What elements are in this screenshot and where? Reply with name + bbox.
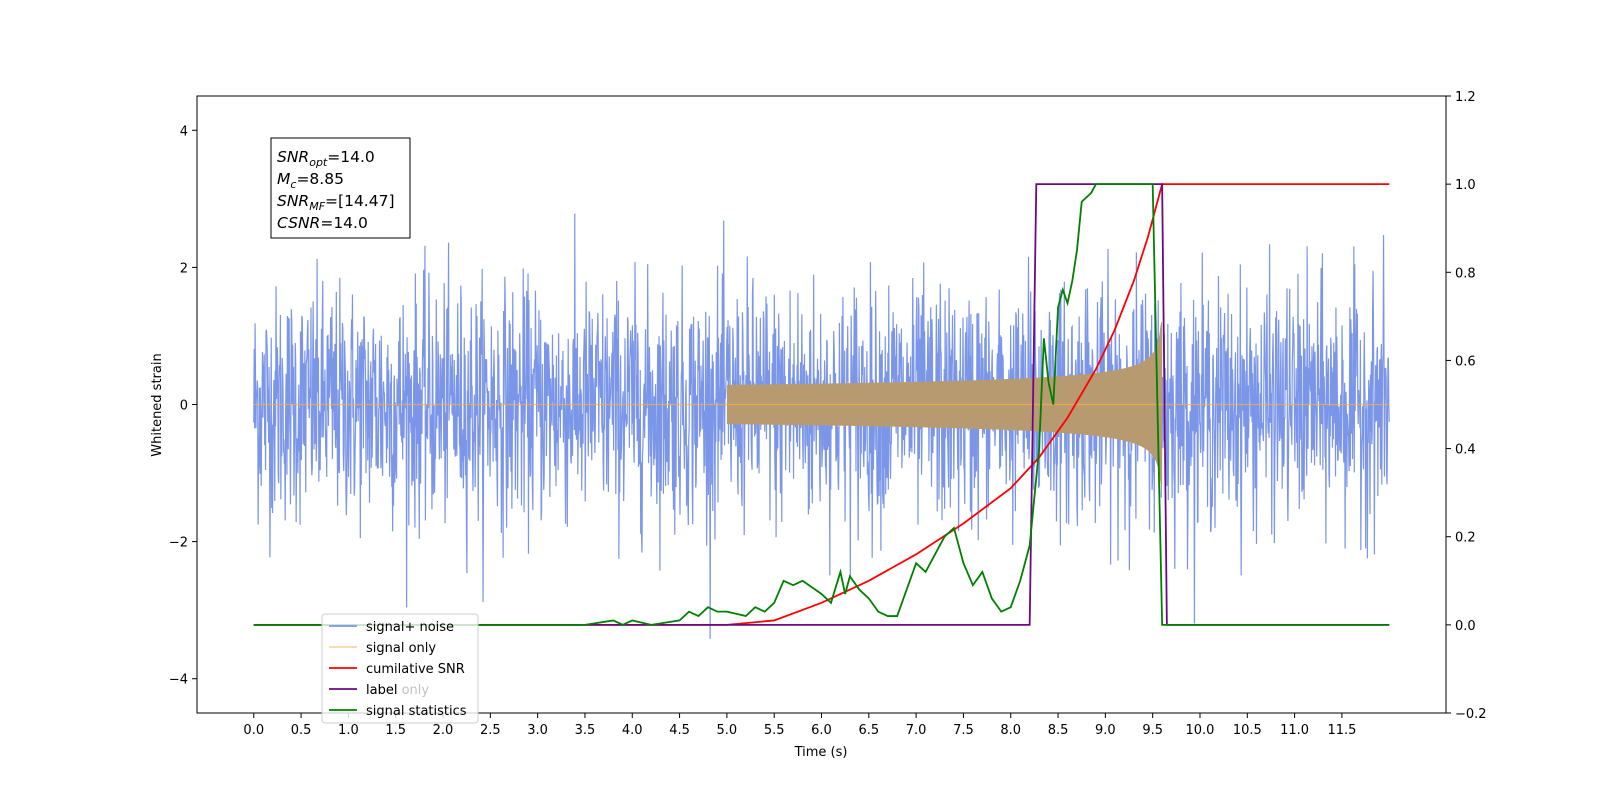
x-tick-label: 3.0 [527, 723, 548, 738]
legend-label: cumilative SNR [366, 662, 465, 677]
legend-frame [321, 613, 479, 724]
right-y-tick-label: −0.2 [1455, 707, 1487, 722]
annotation-line: SNRopt=14.0 [277, 148, 375, 169]
x-axis-ticks: 0.0 0.5 1.0 1.5 2.0 2.5 3.0 3.5 4.0 4.5 5.0 5.5 6.0 6… [243, 713, 1356, 738]
x-tick-label: 6.5 [858, 723, 879, 738]
annotation-line: Mc=8.85 [277, 170, 344, 191]
series-line-signal-statistics [253, 183, 1390, 626]
x-tick-label: 0.0 [243, 723, 264, 738]
x-tick-label: 9.0 [1095, 723, 1116, 738]
x-tick-label: 2.5 [480, 723, 501, 738]
left-y-tick-label: 4 [180, 124, 188, 139]
x-tick-label: 2.0 [433, 723, 454, 738]
legend-label: label [366, 683, 397, 698]
right-y-tick-label: 1.2 [1455, 90, 1476, 105]
x-tick-label: 7.5 [953, 723, 974, 738]
x-tick-label: 4.5 [669, 723, 690, 738]
right-y-tick-label: 1.0 [1455, 178, 1476, 193]
left-y-tick-label: 0 [180, 399, 188, 414]
x-axis-title: Time (s) [794, 745, 848, 760]
x-tick-label: 9.5 [1142, 723, 1163, 738]
x-tick-label: 5.0 [717, 723, 738, 738]
annotation-line: SNRMF=[14.47] [277, 192, 395, 213]
right-y-tick-label: 0.0 [1455, 619, 1476, 634]
x-tick-label: 6.0 [811, 723, 832, 738]
y-axis-title: Whitened strain [150, 353, 165, 456]
x-tick-label: 1.0 [338, 723, 359, 738]
x-tick-label: 4.0 [622, 723, 643, 738]
legend-label: signal+ noise [366, 620, 454, 635]
x-tick-label: 11.5 [1327, 723, 1356, 738]
right-y-tick-label: 0.4 [1455, 443, 1476, 458]
series-layer [253, 183, 1390, 639]
left-y-tick-label: −2 [169, 536, 188, 551]
series-line-cumilative-snr [253, 183, 1390, 626]
legend-label: signal only [366, 641, 436, 656]
left-y-tick-label: 2 [180, 261, 188, 276]
left-y-tick-label: −4 [169, 673, 188, 688]
x-tick-label: 11.0 [1280, 723, 1309, 738]
legend-label: label only [366, 683, 429, 698]
annotation-line: CSNR=14.0 [277, 214, 368, 232]
x-tick-label: 8.0 [1000, 723, 1021, 738]
legend-label: signal statistics [366, 704, 467, 719]
x-tick-label: 10.0 [1186, 723, 1215, 738]
x-tick-label: 3.5 [575, 723, 596, 738]
left-y-axis-ticks: 4 2 0 −2 −4 [169, 124, 197, 688]
right-y-tick-label: 0.2 [1455, 531, 1476, 546]
right-y-tick-label: 0.8 [1455, 266, 1476, 281]
right-y-tick-label: 0.6 [1455, 354, 1476, 369]
legend: signal+ noise signal only cumilative SNR la… [321, 613, 479, 724]
x-tick-label: 10.5 [1233, 723, 1262, 738]
x-tick-label: 5.5 [764, 723, 785, 738]
right-y-axis-ticks: 1.2 1.0 0.8 0.6 0.4 0.2 0.0 −0.2 [1446, 90, 1487, 722]
x-tick-label: 0.5 [291, 723, 312, 738]
x-tick-label: 8.5 [1048, 723, 1069, 738]
x-tick-label: 1.5 [385, 723, 406, 738]
x-tick-label: 7.0 [906, 723, 927, 738]
series-line-signal-noise [253, 213, 1390, 639]
